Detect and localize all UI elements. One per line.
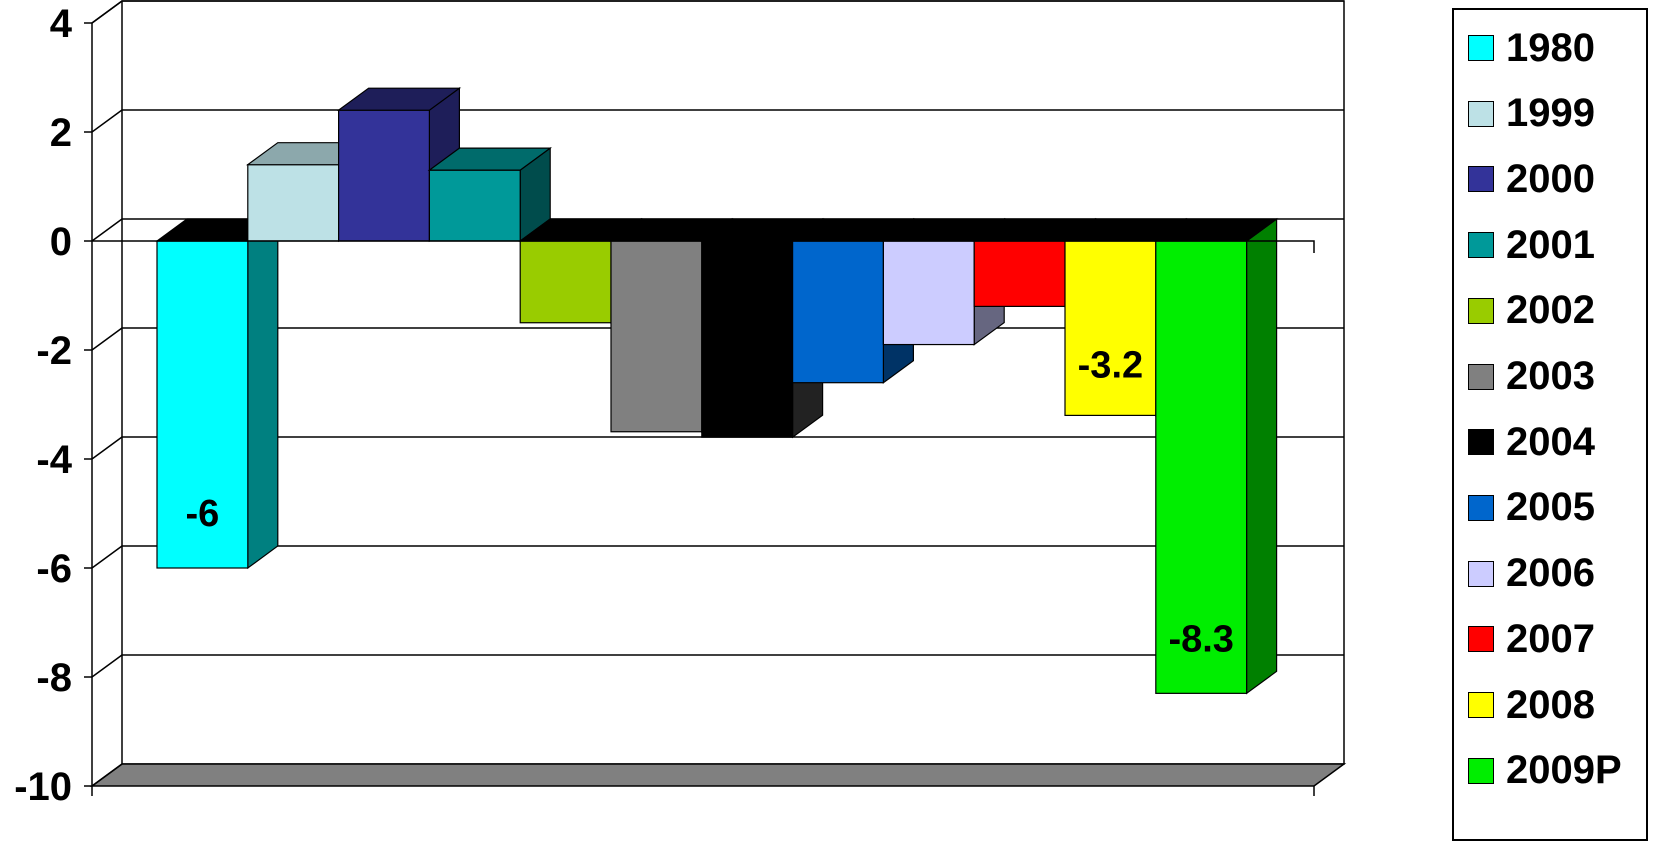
bars (91, 87, 1315, 796)
data-labels: -6 -3.2 -8.3 (186, 344, 1234, 660)
legend-label: 1980 (1506, 25, 1595, 70)
legend-swatch (1468, 494, 1494, 521)
legend-item: 1980 (1468, 26, 1595, 70)
legend-label: 2002 (1506, 288, 1595, 333)
bar-2001 (427, 146, 553, 243)
bar-front (882, 240, 975, 346)
bar-front (701, 240, 794, 438)
y-tick-label: -2 (36, 329, 72, 373)
bar-front (973, 240, 1066, 308)
legend-label: 2006 (1506, 551, 1595, 596)
legend-swatch (1468, 692, 1494, 718)
y-tick-label: -4 (36, 438, 72, 482)
bar-2000 (336, 87, 462, 243)
bar-top (427, 147, 553, 171)
legend-label: 2004 (1506, 419, 1595, 464)
bar-side (247, 217, 279, 570)
gridline-corner (91, 545, 123, 569)
bar-front (791, 240, 884, 384)
legend-label: 2000 (1506, 156, 1595, 201)
bar-chart: 4 2 0 -2 -4 -6 -8 -10 -6 -3.2 -8.3 (14, 0, 1347, 809)
gridline-corner (91, 109, 123, 133)
floor (89, 763, 1347, 787)
legend-item: 2000 (1468, 157, 1595, 201)
y-tick-label: 0 (50, 220, 72, 264)
legend-swatch (1468, 429, 1494, 456)
legend-swatch (1468, 166, 1494, 193)
data-label: -6 (186, 493, 220, 535)
gridline-corner (91, 436, 123, 460)
legend-label: 2009P (1506, 748, 1622, 793)
y-tick-label: 2 (50, 111, 72, 155)
gridline-corner (91, 327, 123, 351)
legend-swatch (1468, 626, 1494, 653)
bar-front (156, 240, 249, 569)
y-tick-label: 4 (50, 2, 73, 46)
legend-swatch (1468, 757, 1494, 784)
gridline-corner (91, 0, 123, 24)
gridline-corner (91, 218, 123, 242)
gridline-corner (91, 654, 123, 678)
legend-item: 2005 (1468, 485, 1595, 530)
legend-item: 2008 (1468, 683, 1595, 727)
legend-label: 2007 (1506, 616, 1595, 661)
bar-front (428, 169, 521, 242)
bar-side (1245, 217, 1278, 695)
legend-swatch (1468, 35, 1494, 61)
legend-swatch (1468, 100, 1494, 127)
legend-item: 1999 (1468, 91, 1595, 136)
bar-front (1155, 240, 1248, 694)
bar-top (336, 87, 462, 111)
legend-item: 2006 (1468, 551, 1595, 596)
bar-front (247, 164, 340, 242)
legend-swatch (1468, 232, 1494, 259)
legend: 1980 1999 2000 2001 2002 2003 2004 2005 2006 2007… (1452, 8, 1648, 841)
y-axis: 4 2 0 -2 -4 -6 -8 -10 (14, 2, 93, 809)
y-tick-label: -6 (36, 547, 72, 591)
legend-item: 2003 (1468, 354, 1595, 399)
legend-label: 2003 (1506, 354, 1595, 398)
legend-label: 2001 (1506, 222, 1595, 267)
legend-item: 2007 (1468, 617, 1595, 661)
legend-item: 2002 (1468, 288, 1595, 333)
legend-label: 2005 (1506, 485, 1595, 530)
legend-item: 2009P (1468, 748, 1622, 793)
bar-front (338, 109, 431, 242)
legend-label: 1999 (1506, 91, 1595, 136)
legend-label: 2008 (1506, 682, 1595, 727)
x-axis-line (92, 240, 1315, 253)
data-label: -8.3 (1168, 618, 1233, 660)
legend-item: 2001 (1468, 223, 1595, 267)
legend-swatch (1468, 363, 1494, 390)
bar-front (610, 240, 703, 433)
y-tick-label: -8 (36, 656, 72, 700)
y-tick-label: -10 (14, 765, 72, 809)
bar-front (519, 240, 612, 324)
gridline-corner (91, 763, 123, 787)
bar-front (1064, 240, 1157, 416)
legend-swatch (1468, 297, 1494, 324)
bar-2009P (1153, 217, 1279, 695)
data-label: -3.2 (1078, 344, 1143, 386)
legend-item: 2004 (1468, 420, 1595, 464)
legend-swatch (1468, 560, 1494, 587)
